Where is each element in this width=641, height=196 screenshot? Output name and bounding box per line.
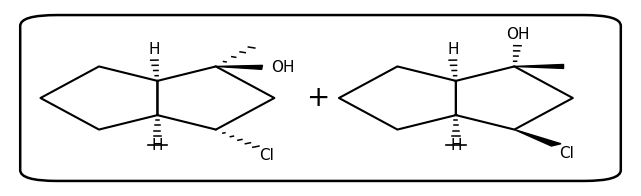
Text: H: H	[447, 42, 458, 57]
Polygon shape	[514, 130, 561, 146]
Polygon shape	[216, 65, 263, 69]
Text: OH: OH	[506, 27, 529, 43]
Text: Cl: Cl	[559, 146, 574, 161]
Polygon shape	[514, 64, 563, 68]
Text: OH: OH	[271, 60, 294, 75]
Text: H: H	[450, 138, 462, 153]
Text: +: +	[307, 84, 330, 112]
Text: H: H	[152, 138, 163, 153]
Text: Cl: Cl	[259, 149, 274, 163]
Text: H: H	[149, 42, 160, 57]
